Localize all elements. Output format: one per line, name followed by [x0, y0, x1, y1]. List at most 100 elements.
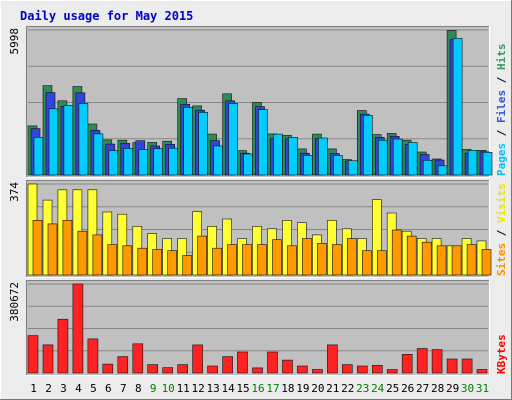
bar-sites-day-23 — [361, 250, 372, 276]
bar-kbytes-day-17 — [267, 351, 278, 374]
panel-hits-files-pages: 5998 Pages / Files / Hits — [8, 26, 508, 178]
x-tick-label: 27 — [416, 382, 429, 395]
bar-pages-day-25 — [392, 138, 403, 176]
bar-pages-day-17 — [273, 133, 283, 176]
bar-pages-day-22 — [347, 160, 358, 176]
x-tick-label: 25 — [386, 382, 399, 395]
bar-kbytes-day-5 — [87, 338, 99, 374]
bar-kbytes-day-8 — [132, 343, 144, 374]
bar-kbytes-day-14 — [222, 356, 233, 374]
x-tick-label: 11 — [177, 382, 190, 395]
bar-pages-day-31 — [482, 152, 493, 176]
bar-sites-day-3 — [62, 220, 73, 276]
bar-sites-day-18 — [287, 245, 297, 276]
bar-kbytes-day-9 — [147, 364, 158, 374]
bar-pages-day-10 — [168, 147, 178, 176]
bar-kbytes-day-7 — [117, 356, 129, 374]
bar-pages-day-9 — [153, 148, 163, 176]
x-tick-label: 22 — [341, 382, 354, 395]
legend-entry: KBytes — [495, 334, 508, 374]
bar-sites-day-25 — [391, 229, 402, 276]
bar-kbytes-day-30 — [461, 358, 473, 374]
chart-title: Daily usage for May 2015 — [20, 9, 193, 23]
x-tick-label: 18 — [281, 382, 294, 395]
bar-sites-day-10 — [167, 250, 177, 276]
bar-sites-day-22 — [346, 238, 357, 276]
bar-visits-day-5 — [87, 189, 98, 276]
bar-pages-day-28 — [437, 165, 448, 176]
x-tick-label: 8 — [135, 382, 142, 395]
x-tick-label: 29 — [446, 382, 459, 395]
bar-pages-day-8 — [138, 149, 149, 176]
x-tick-label: 6 — [105, 382, 112, 395]
bar-pages-day-12 — [198, 112, 208, 176]
bar-kbytes-day-4 — [72, 283, 84, 374]
bar-kbytes-day-12 — [192, 344, 203, 374]
bar-kbytes-day-25 — [386, 369, 398, 374]
x-tick-label: 2 — [45, 382, 52, 395]
bar-kbytes-day-31 — [476, 369, 488, 374]
bar-sites-day-11 — [182, 255, 192, 276]
legend-entry: / — [495, 123, 508, 143]
bar-kbytes-day-26 — [401, 353, 413, 374]
x-tick-label: 26 — [401, 382, 414, 395]
bar-pages-day-14 — [228, 103, 238, 176]
panel-visits-sites: 374 Sites / Visits — [8, 180, 508, 278]
bar-sites-day-29 — [451, 245, 462, 276]
bar-sites-day-28 — [436, 245, 447, 276]
bar-pages-day-5 — [93, 133, 104, 176]
x-axis-labels: 1 2 3 4 5 6 7 8 9 10 11 12 13 14 15 16 17 18 19 20 21 22 23 24 2… — [30, 382, 489, 395]
bar-sites-day-31 — [481, 249, 492, 276]
bar-sites-day-21 — [332, 244, 342, 276]
bar-pages-day-24 — [377, 139, 388, 176]
bar-pages-day-7 — [123, 148, 134, 176]
legend-visits-sites: Sites / Visits — [495, 183, 508, 276]
bar-sites-day-6 — [107, 244, 118, 276]
bar-visits-day-6 — [102, 211, 113, 276]
bar-pages-day-29 — [452, 38, 463, 176]
legend-hits-files-pages: Pages / Files / Hits — [495, 44, 508, 177]
bar-pages-day-30 — [467, 150, 478, 176]
bar-sites-day-27 — [421, 241, 432, 276]
bar-sites-day-24 — [376, 250, 387, 276]
bar-kbytes-day-20 — [312, 369, 323, 374]
y-axis-max-label: 5998 — [8, 28, 21, 55]
bar-kbytes-day-28 — [431, 349, 443, 374]
bar-sites-day-16 — [257, 244, 267, 276]
x-tick-label: 24 — [371, 382, 385, 395]
legend-entry: Pages — [495, 143, 508, 176]
x-tick-label: 4 — [75, 382, 82, 395]
legend-entry: Hits — [495, 44, 508, 71]
legend-entry: / — [495, 70, 508, 90]
bar-sites-day-26 — [406, 235, 417, 276]
bar-pages-day-19 — [303, 155, 313, 176]
bar-kbytes-day-1 — [27, 335, 39, 374]
bar-visits-day-7 — [117, 213, 128, 276]
bar-sites-day-2 — [47, 223, 58, 276]
x-tick-label: 14 — [221, 382, 235, 395]
bar-kbytes-day-16 — [252, 367, 263, 374]
bar-sites-day-4 — [77, 230, 88, 276]
bar-sites-day-20 — [317, 243, 327, 276]
bar-sites-day-17 — [272, 239, 282, 276]
bar-pages-day-13 — [213, 145, 223, 176]
y-axis-max-label: 380672 — [8, 282, 21, 322]
panel-kbytes: 380672 KBytes — [8, 280, 508, 376]
bar-pages-day-26 — [407, 142, 418, 176]
bar-pages-day-27 — [422, 160, 433, 176]
x-tick-label: 12 — [191, 382, 204, 395]
bar-sites-day-30 — [466, 244, 477, 276]
legend-entry: Files — [495, 90, 508, 123]
x-tick-label: 16 — [251, 382, 264, 395]
bar-sites-day-7 — [122, 245, 133, 276]
legend-entry: / — [495, 223, 508, 243]
bar-pages-day-11 — [183, 107, 193, 176]
chart-panels: 5998 Pages / Files / Hits 374 Sites / Visit… — [8, 26, 508, 376]
x-tick-label: 9 — [150, 382, 157, 395]
bar-kbytes-day-18 — [282, 359, 293, 374]
bar-sites-day-14 — [227, 244, 237, 276]
x-tick-label: 17 — [266, 382, 279, 395]
x-tick-label: 19 — [296, 382, 309, 395]
bar-pages-day-1 — [33, 137, 44, 176]
